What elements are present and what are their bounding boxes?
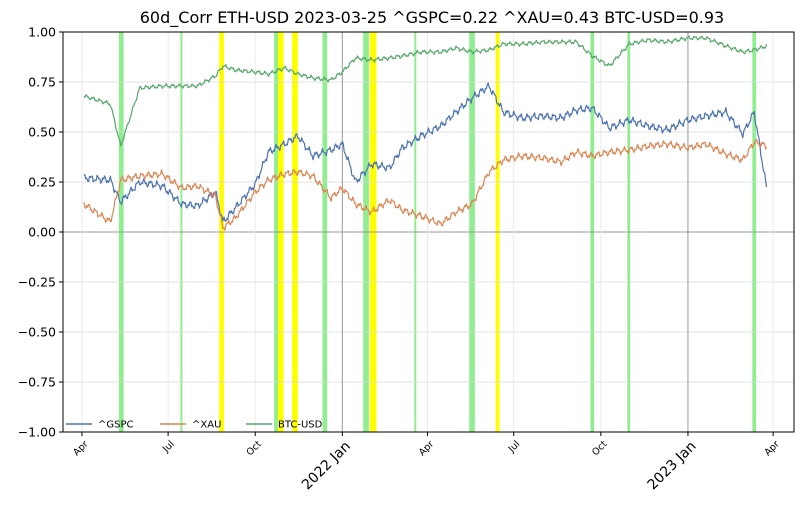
gridlines [63, 31, 794, 433]
legend-label: BTC-USD [278, 420, 323, 431]
y-tick-label: −1.00 [18, 425, 56, 440]
series-lines [83, 35, 768, 231]
y-tick-label: 0.75 [28, 75, 56, 90]
legend-label: ^GSPC [98, 420, 134, 431]
chart-title: 60d_Corr ETH-USD 2023-03-25 ^GSPC=0.22 ^… [140, 8, 724, 28]
series-line [83, 138, 768, 231]
y-tick-label: −0.75 [18, 375, 56, 390]
y-tick-label: −0.50 [18, 325, 56, 340]
y-tick-label: −0.25 [18, 275, 56, 290]
series-line [83, 35, 768, 147]
legend: ^GSPC ^XAU BTC-USD [66, 420, 323, 431]
y-tick-label: 1.00 [28, 25, 56, 40]
legend-label: ^XAU [192, 420, 221, 431]
y-tick-label: 0.25 [28, 175, 56, 190]
y-tick-label: 0.00 [28, 225, 56, 240]
series-line [83, 82, 768, 222]
y-tick-label: 0.50 [28, 125, 56, 140]
